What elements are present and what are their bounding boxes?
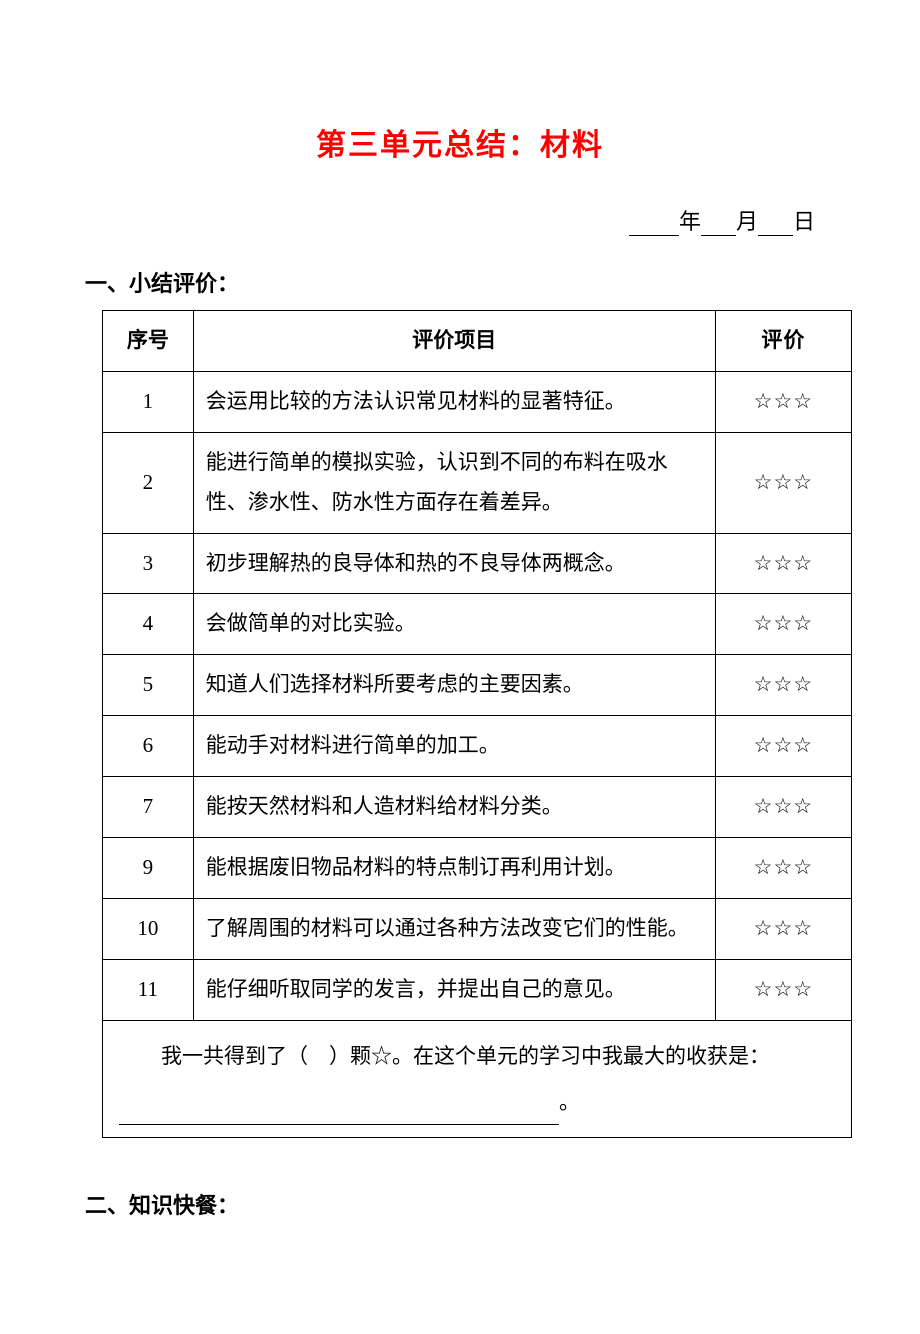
- cell-num: 6: [103, 716, 194, 777]
- month-label: 月: [736, 209, 758, 234]
- table-row: 4会做简单的对比实验。☆☆☆: [103, 594, 852, 655]
- cell-num: 11: [103, 959, 194, 1020]
- table-row: 5知道人们选择材料所要考虑的主要因素。☆☆☆: [103, 655, 852, 716]
- cell-rating[interactable]: ☆☆☆: [715, 716, 851, 777]
- cell-rating[interactable]: ☆☆☆: [715, 898, 851, 959]
- cell-rating[interactable]: ☆☆☆: [715, 838, 851, 899]
- summary-blank[interactable]: [119, 1105, 559, 1125]
- cell-num: 9: [103, 838, 194, 899]
- cell-num: 10: [103, 898, 194, 959]
- evaluation-table: 序号 评价项目 评价 1会运用比较的方法认识常见材料的显著特征。☆☆☆2能进行简…: [102, 310, 852, 1138]
- summary-row: 我一共得到了（ ）颗☆。在这个单元的学习中我最大的收获是： 。: [103, 1020, 852, 1137]
- day-label: 日: [793, 209, 815, 234]
- cell-rating[interactable]: ☆☆☆: [715, 533, 851, 594]
- year-label: 年: [679, 209, 701, 234]
- table-row: 3初步理解热的良导体和热的不良导体两概念。☆☆☆: [103, 533, 852, 594]
- cell-rating[interactable]: ☆☆☆: [715, 777, 851, 838]
- page-title: 第三单元总结：材料: [85, 120, 835, 164]
- table-row: 2能进行简单的模拟实验，认识到不同的布料在吸水性、渗水性、防水性方面存在着差异。…: [103, 432, 852, 533]
- cell-item: 知道人们选择材料所要考虑的主要因素。: [193, 655, 715, 716]
- table-row: 9能根据废旧物品材料的特点制订再利用计划。☆☆☆: [103, 838, 852, 899]
- summary-suffix: 。: [559, 1090, 580, 1114]
- cell-num: 7: [103, 777, 194, 838]
- table-row: 6能动手对材料进行简单的加工。☆☆☆: [103, 716, 852, 777]
- cell-rating[interactable]: ☆☆☆: [715, 594, 851, 655]
- cell-num: 1: [103, 371, 194, 432]
- col-header-num: 序号: [103, 311, 194, 372]
- summary-cell: 我一共得到了（ ）颗☆。在这个单元的学习中我最大的收获是： 。: [103, 1020, 852, 1137]
- table-header-row: 序号 评价项目 评价: [103, 311, 852, 372]
- cell-num: 3: [103, 533, 194, 594]
- year-blank[interactable]: [629, 214, 679, 236]
- cell-item: 会运用比较的方法认识常见材料的显著特征。: [193, 371, 715, 432]
- cell-item: 能进行简单的模拟实验，认识到不同的布料在吸水性、渗水性、防水性方面存在着差异。: [193, 432, 715, 533]
- cell-item: 能根据废旧物品材料的特点制订再利用计划。: [193, 838, 715, 899]
- col-header-item: 评价项目: [193, 311, 715, 372]
- cell-item: 了解周围的材料可以通过各种方法改变它们的性能。: [193, 898, 715, 959]
- cell-item: 会做简单的对比实验。: [193, 594, 715, 655]
- cell-rating[interactable]: ☆☆☆: [715, 371, 851, 432]
- month-blank[interactable]: [701, 214, 736, 236]
- cell-rating[interactable]: ☆☆☆: [715, 959, 851, 1020]
- day-blank[interactable]: [758, 214, 793, 236]
- col-header-rating: 评价: [715, 311, 851, 372]
- cell-rating[interactable]: ☆☆☆: [715, 655, 851, 716]
- section1-header: 一、小结评价：: [85, 266, 835, 298]
- table-row: 1会运用比较的方法认识常见材料的显著特征。☆☆☆: [103, 371, 852, 432]
- cell-item: 能按天然材料和人造材料给材料分类。: [193, 777, 715, 838]
- section2-header: 二、知识快餐：: [85, 1188, 835, 1220]
- date-line: 年月日: [85, 204, 835, 236]
- cell-item: 初步理解热的良导体和热的不良导体两概念。: [193, 533, 715, 594]
- table-row: 7能按天然材料和人造材料给材料分类。☆☆☆: [103, 777, 852, 838]
- cell-num: 2: [103, 432, 194, 533]
- cell-rating[interactable]: ☆☆☆: [715, 432, 851, 533]
- summary-prefix: 我一共得到了（ ）颗☆。在这个单元的学习中我最大的收获是：: [119, 1044, 770, 1068]
- cell-item: 能仔细听取同学的发言，并提出自己的意见。: [193, 959, 715, 1020]
- cell-num: 4: [103, 594, 194, 655]
- table-row: 10了解周围的材料可以通过各种方法改变它们的性能。☆☆☆: [103, 898, 852, 959]
- cell-num: 5: [103, 655, 194, 716]
- cell-item: 能动手对材料进行简单的加工。: [193, 716, 715, 777]
- table-row: 11能仔细听取同学的发言，并提出自己的意见。☆☆☆: [103, 959, 852, 1020]
